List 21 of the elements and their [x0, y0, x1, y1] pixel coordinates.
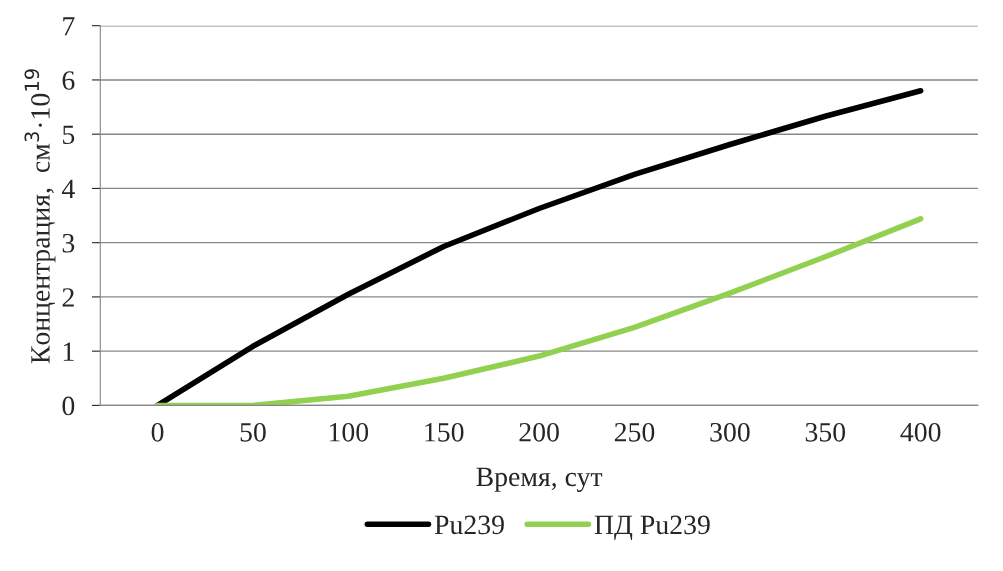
x-tick-label: 250 [614, 422, 655, 442]
y-tick-label: 5 [63, 125, 75, 145]
y-axis-title: Концентрация, см$^{3}$·10$^{19}$ [24, 69, 56, 364]
legend-label: ПД Pu239 [594, 515, 710, 540]
y-tick-label: 1 [63, 342, 74, 361]
x-tick-label: 150 [425, 422, 464, 442]
y-tick-label: 2 [62, 288, 74, 307]
legend-label: Pu239 [434, 515, 504, 535]
x-tick-label: 100 [329, 422, 369, 442]
x-tick-label: 0 [151, 422, 164, 442]
x-axis-title: Время, сут [476, 467, 603, 492]
x-tick-label: 200 [519, 422, 559, 442]
x-tick-label: 300 [710, 422, 750, 442]
y-tick-label: 4 [61, 179, 75, 199]
y-tick-label: 7 [63, 17, 75, 36]
y-tick-label: 3 [62, 233, 75, 253]
x-tick-label: 400 [900, 422, 941, 442]
y-tick-label: 0 [62, 396, 75, 416]
x-tick-label: 50 [240, 422, 266, 442]
x-tick-label: 350 [805, 422, 846, 442]
y-tick-label: 6 [62, 71, 75, 90]
